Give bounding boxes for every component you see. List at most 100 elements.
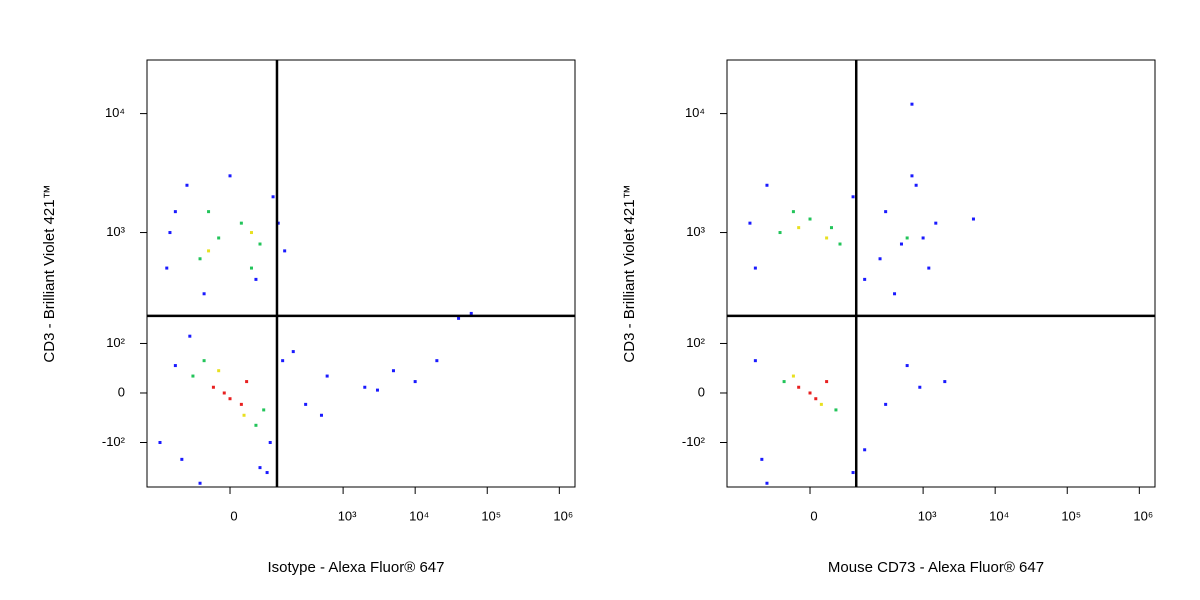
- y-tick-label: 0: [118, 384, 125, 399]
- event-dot: [268, 441, 272, 445]
- event-dot: [165, 266, 169, 270]
- event-dot: [211, 385, 215, 389]
- event-dot: [262, 408, 266, 412]
- event-dot: [753, 266, 757, 270]
- x-tick-label: 0: [230, 508, 237, 523]
- event-dot: [180, 457, 184, 461]
- event-dot: [765, 481, 769, 485]
- event-dot: [217, 236, 221, 240]
- event-dot: [893, 292, 897, 296]
- event-dot: [838, 242, 842, 246]
- event-dot: [242, 413, 246, 417]
- event-dot: [797, 226, 801, 230]
- x-tick-label: 10⁶: [553, 508, 573, 523]
- event-dot: [851, 195, 855, 199]
- event-dot: [457, 316, 461, 320]
- event-dot: [202, 292, 206, 296]
- x-tick-label: 10³: [338, 508, 357, 523]
- x-tick-label: 10⁶: [1133, 508, 1153, 523]
- event-dot: [878, 257, 882, 261]
- event-dot: [198, 257, 202, 261]
- event-dot: [760, 457, 764, 461]
- event-dot: [375, 388, 379, 392]
- event-dot: [834, 408, 838, 412]
- event-dot: [173, 364, 177, 368]
- event-dot: [228, 174, 232, 178]
- y-axis-label: CD3 - Brilliant Violet 421™: [621, 184, 638, 362]
- event-dot: [265, 471, 269, 475]
- event-dot: [778, 231, 782, 235]
- event-dot: [782, 380, 786, 384]
- event-dot: [258, 242, 262, 246]
- event-dot: [934, 221, 938, 225]
- event-dot: [271, 195, 275, 199]
- event-dot: [797, 385, 801, 389]
- event-dot: [905, 236, 909, 240]
- event-dot: [281, 359, 285, 363]
- y-tick-label: 10³: [106, 224, 125, 239]
- event-dot: [283, 249, 287, 253]
- event-dot: [239, 221, 243, 225]
- event-dot: [319, 413, 323, 417]
- event-dot: [239, 402, 243, 406]
- y-axis-label: CD3 - Brilliant Violet 421™: [41, 184, 58, 362]
- x-tick-label: 10⁴: [409, 508, 429, 523]
- y-tick-label: 10³: [686, 224, 705, 239]
- x-tick-label: 10⁵: [1061, 508, 1081, 523]
- event-dot: [863, 277, 867, 281]
- event-dot: [158, 441, 162, 445]
- y-tick-label: -10²: [682, 434, 706, 449]
- event-dot: [291, 350, 295, 354]
- event-dot: [829, 226, 833, 230]
- plot-frame: [146, 59, 576, 488]
- x-tick-label: 10⁴: [989, 508, 1009, 523]
- event-dot: [185, 183, 189, 187]
- event-dot: [791, 374, 795, 378]
- event-dot: [202, 359, 206, 363]
- event-dot: [748, 221, 752, 225]
- event-dot: [825, 236, 829, 240]
- event-dot: [808, 217, 812, 221]
- event-dot: [971, 217, 975, 221]
- event-dot: [825, 380, 829, 384]
- event-dot: [918, 385, 922, 389]
- event-dot: [910, 102, 914, 106]
- event-dot: [249, 231, 253, 235]
- event-dot: [198, 481, 202, 485]
- event-dot: [304, 402, 308, 406]
- event-dot: [819, 402, 823, 406]
- event-dot: [228, 397, 232, 401]
- event-dot: [207, 210, 211, 214]
- event-dot: [188, 334, 192, 338]
- event-dot: [910, 174, 914, 178]
- event-dot: [851, 471, 855, 475]
- y-tick-label: 10⁴: [105, 105, 125, 120]
- event-dot: [905, 364, 909, 368]
- event-dot: [325, 374, 329, 378]
- event-dot: [469, 311, 473, 315]
- plot-frame: [726, 59, 1156, 488]
- x-tick-label: 0: [810, 508, 817, 523]
- y-tick-label: 10²: [106, 335, 125, 350]
- event-dot: [391, 369, 395, 373]
- event-dot: [884, 402, 888, 406]
- event-dot: [363, 385, 367, 389]
- event-dot: [863, 448, 867, 452]
- event-dot: [173, 210, 177, 214]
- event-dot: [899, 242, 903, 246]
- event-dot: [217, 369, 221, 373]
- event-dot: [765, 183, 769, 187]
- event-dot: [191, 374, 195, 378]
- event-dot: [791, 210, 795, 214]
- event-dot: [814, 397, 818, 401]
- event-dot: [249, 266, 253, 270]
- event-dot: [258, 466, 262, 470]
- event-dot: [222, 391, 226, 395]
- x-tick-label: 10⁵: [481, 508, 501, 523]
- x-axis-label: Mouse CD73 - Alexa Fluor® 647: [828, 559, 1044, 576]
- y-tick-label: 0: [698, 384, 705, 399]
- x-tick-label: 10³: [918, 508, 937, 523]
- event-dot: [413, 380, 417, 384]
- y-tick-label: -10²: [102, 434, 126, 449]
